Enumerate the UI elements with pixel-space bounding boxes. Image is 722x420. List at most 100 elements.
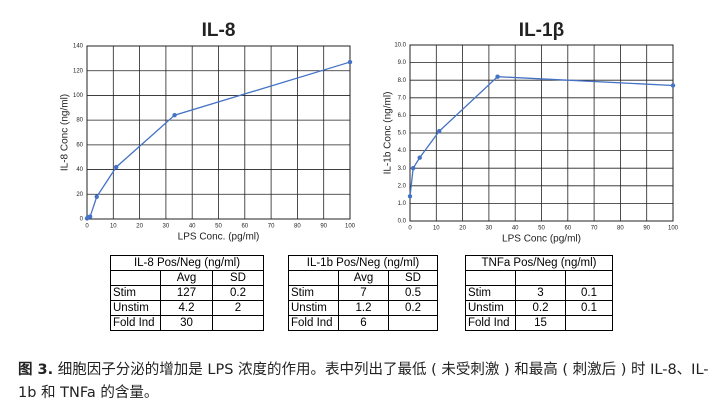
- table-cell: 127: [160, 285, 213, 301]
- x-tick-label: 20: [136, 224, 143, 230]
- y-tick-label: 2.0: [398, 183, 407, 189]
- table-cell: Stim: [465, 285, 516, 301]
- table-cell: 3: [515, 285, 566, 301]
- x-tick-label: 60: [564, 226, 571, 232]
- table-title: IL-8 Pos/Neg (ng/ml): [110, 255, 264, 271]
- table-cell: Unstim: [110, 300, 161, 316]
- chart-title: IL-8: [202, 20, 236, 41]
- y-tick-label: 60: [76, 142, 83, 148]
- point: [410, 166, 416, 171]
- table-cell: 4.2: [160, 300, 213, 316]
- y-tick-label: 10.0: [394, 43, 406, 49]
- x-tick-label: 0: [85, 224, 89, 230]
- x-tick-label: 20: [459, 226, 466, 232]
- y-tick-label: 1.0: [398, 201, 407, 207]
- table-cell: 0.1: [565, 300, 613, 316]
- x-tick-label: 100: [668, 226, 679, 232]
- y-tick-label: 5.0: [398, 131, 407, 137]
- x-tick-label: 90: [643, 226, 650, 232]
- x-axis-label: LPS Conc. (pg/ml): [178, 232, 260, 243]
- table-cell: [565, 270, 613, 286]
- table-title: IL-1b Pos/Neg (ng/ml): [288, 255, 438, 271]
- table-cell: Stim: [288, 285, 339, 301]
- table-cell: Stim: [110, 285, 161, 301]
- table-cell: Unstim: [288, 300, 339, 316]
- table-title: TNFa Pos/Neg (ng/ml): [465, 255, 613, 271]
- table-cell: SD: [388, 270, 438, 286]
- x-tick-label: 30: [163, 224, 170, 230]
- x-tick-label: 60: [241, 224, 248, 230]
- point: [670, 83, 676, 88]
- y-tick-label: 3.0: [398, 166, 407, 172]
- y-tick-label: 9.0: [398, 60, 407, 66]
- y-tick-label: 40: [76, 167, 83, 173]
- x-tick-label: 40: [189, 224, 196, 230]
- y-tick-label: 0: [80, 217, 84, 223]
- x-tick-label: 80: [294, 224, 301, 230]
- table-cell: [565, 315, 613, 331]
- point: [87, 214, 93, 219]
- point: [172, 113, 177, 118]
- table-cell: 6: [338, 315, 389, 331]
- point: [417, 155, 422, 160]
- point: [407, 194, 413, 199]
- line: [409, 76, 674, 197]
- x-tick-label: 10: [433, 226, 440, 232]
- x-axis-label: LPS Conc (pg/ml): [502, 234, 581, 245]
- table-cell: [212, 315, 264, 331]
- y-axis-label: IL-1b Conc (ng/ml): [383, 92, 394, 175]
- y-axis-label: IL-8 Conc (ng/ml): [60, 94, 71, 171]
- table-cell: SD: [212, 270, 264, 286]
- table: IL-1b Pos/Neg (ng/ml) Avg SD Stim 7 0.5 Unstim…: [288, 255, 438, 331]
- table: TNFa Pos/Neg (ng/ml) Stim 3 0.1 Unstim 0.2 0.1…: [465, 255, 613, 331]
- plot-frame: [409, 44, 674, 222]
- table-cell: 0.2: [515, 300, 566, 316]
- caption-text: 细胞因子分泌的增加是 LPS 浓度的作用。表中列出了最低 ( 未受刺激 ) 和最…: [18, 362, 709, 401]
- y-tick-label: 120: [73, 68, 84, 74]
- x-tick-label: 30: [486, 226, 493, 232]
- y-tick-label: 4.0: [398, 148, 407, 154]
- table: IL-8 Pos/Neg (ng/ml) Avg SD Stim 127 0.2 Unsti…: [110, 255, 264, 331]
- x-tick-label: 0: [408, 226, 412, 232]
- y-tick-label: 140: [73, 44, 84, 50]
- point: [347, 59, 353, 65]
- y-tick-label: 6.0: [398, 113, 407, 119]
- y-tick-label: 0.0: [398, 219, 407, 225]
- y-tick-label: 100: [73, 93, 84, 99]
- table-cell: Avg: [160, 270, 213, 286]
- y-tick-label: 20: [76, 192, 83, 198]
- y-tick-label: 8.0: [398, 78, 407, 84]
- table-cell: [515, 270, 566, 286]
- table-cell: [388, 315, 438, 331]
- y-tick-label: 7.0: [398, 95, 407, 101]
- table-cell: 7: [338, 285, 389, 301]
- x-tick-label: 50: [215, 224, 222, 230]
- table-cell: 0.2: [212, 285, 264, 301]
- table-cell: 0.5: [388, 285, 438, 301]
- x-tick-label: 70: [268, 224, 275, 230]
- table-cell: 2: [212, 300, 264, 316]
- table-cell: 15: [515, 315, 566, 331]
- point: [113, 164, 119, 170]
- x-tick-label: 10: [110, 224, 117, 230]
- table-cell: 1.2: [338, 300, 389, 316]
- x-tick-label: 90: [320, 224, 327, 230]
- y-tick-label: 80: [76, 118, 83, 124]
- point: [436, 129, 442, 134]
- table-cell: 30: [160, 315, 213, 331]
- table-cell: 0.2: [388, 300, 438, 316]
- point: [495, 74, 500, 79]
- caption: 图 3. 细胞因子分泌的增加是 LPS 浓度的作用。表中列出了最低 ( 未受刺激…: [18, 359, 718, 405]
- table-cell: Fold Ind: [465, 315, 516, 331]
- table-cell: [288, 270, 339, 286]
- x-tick-label: 70: [591, 226, 598, 232]
- table-cell: Fold Ind: [110, 315, 161, 331]
- table-cell: Unstim: [465, 300, 516, 316]
- x-tick-label: 80: [617, 226, 624, 232]
- table-cell: Fold Ind: [288, 315, 339, 331]
- x-tick-label: 100: [345, 224, 356, 230]
- x-tick-label: 40: [512, 226, 519, 232]
- point: [94, 194, 99, 199]
